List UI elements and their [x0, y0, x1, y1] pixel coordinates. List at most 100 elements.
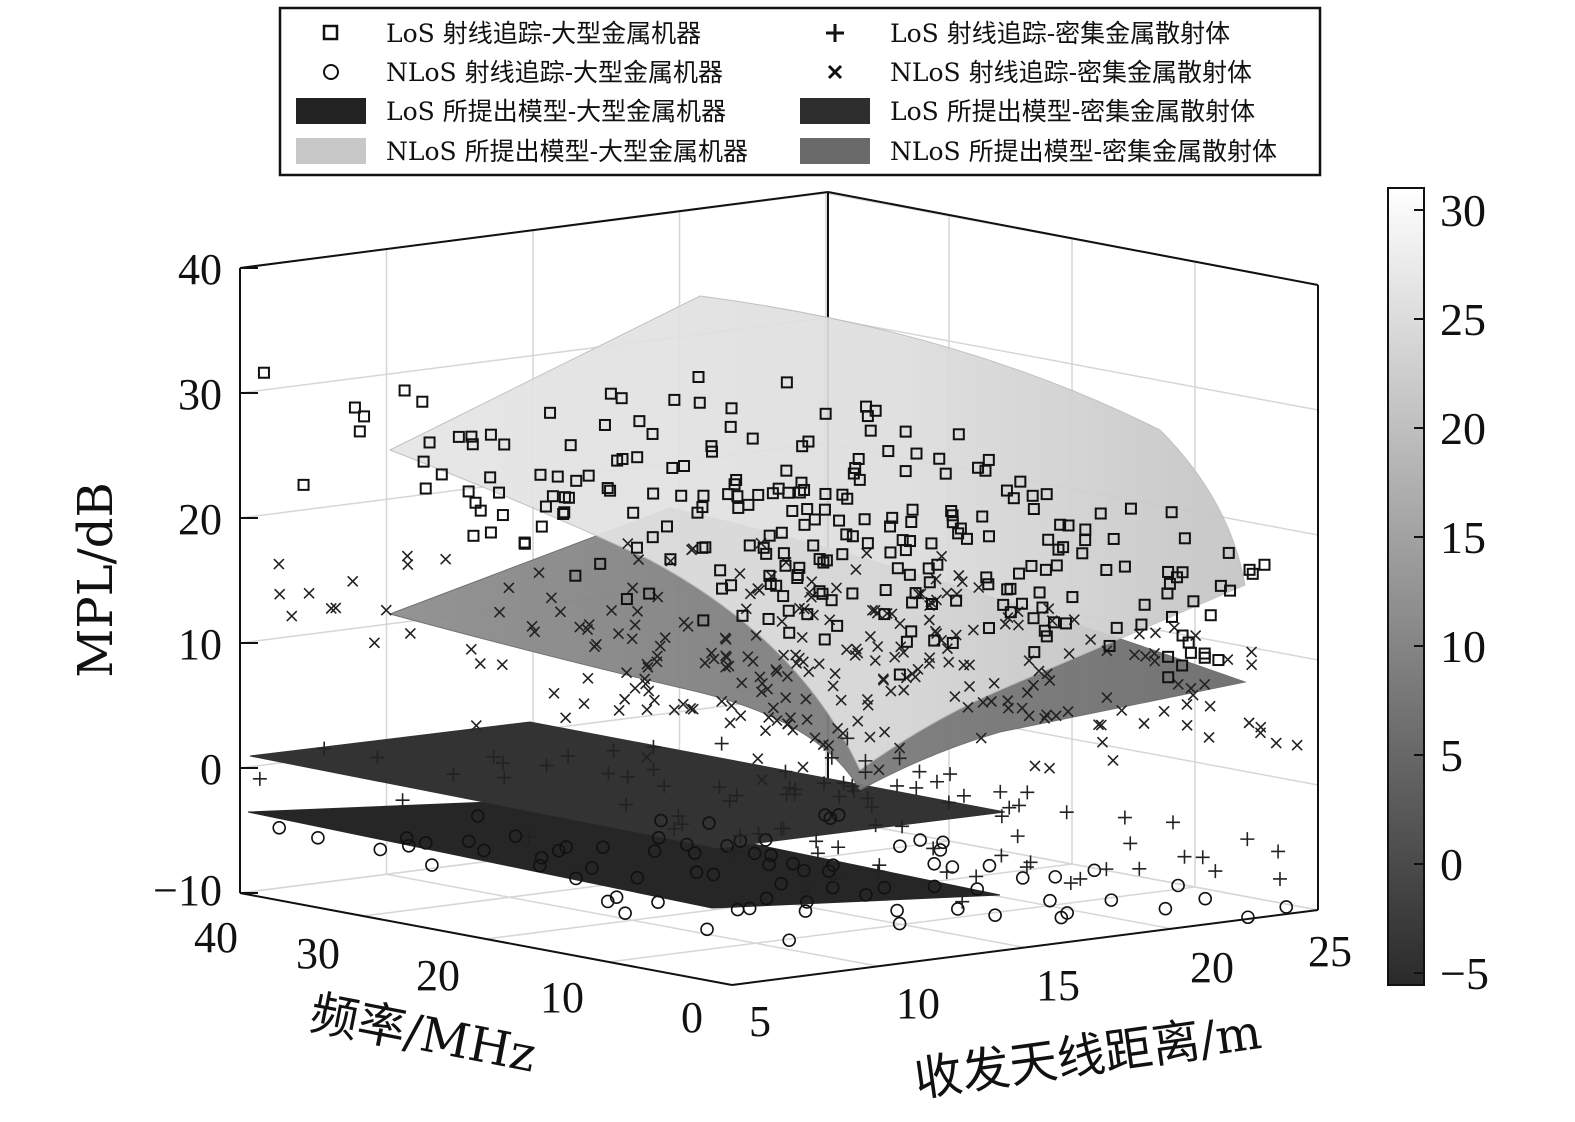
data-point-plus [1059, 805, 1074, 820]
data-point-square [594, 557, 607, 570]
data-point-cross [474, 657, 486, 670]
data-point-cross [402, 558, 414, 571]
data-point-cross [1128, 649, 1141, 661]
data-point-circle [418, 836, 433, 850]
data-point-cross [1181, 719, 1193, 731]
data-point-cross [869, 654, 881, 667]
data-point-square [976, 510, 989, 523]
data-point-square [484, 428, 497, 441]
data-point-cross [648, 694, 660, 706]
data-point-plus [929, 774, 944, 789]
data-point-cross [1101, 691, 1113, 704]
data-point-square [783, 626, 796, 639]
data-point-cross [1041, 709, 1053, 721]
freq-tick-label: 10 [540, 973, 584, 1022]
data-point-square [697, 614, 710, 627]
data-point-cross [641, 658, 653, 670]
data-point-cross [988, 677, 1000, 689]
data-point-square [946, 636, 959, 649]
data-point-plus [1165, 815, 1180, 830]
data-point-square [1027, 612, 1040, 625]
data-point-cross [803, 666, 815, 678]
data-point-cross [687, 703, 699, 715]
data-point-plus [1123, 836, 1138, 851]
data-point-plus [495, 755, 510, 770]
data-point-cross [380, 604, 392, 616]
data-point-square [763, 529, 776, 542]
data-point-plus [817, 776, 832, 791]
data-point-circle [859, 888, 873, 902]
data-point-cross [1085, 633, 1097, 646]
data-point-circle [559, 840, 573, 854]
data-point-square [724, 420, 737, 433]
legend-marker-circle [323, 64, 339, 80]
data-point-square [668, 393, 681, 406]
data-point-circle [800, 895, 814, 909]
data-point-square [1165, 506, 1178, 519]
data-point-cross [895, 641, 907, 653]
data-point-square [1036, 601, 1049, 614]
data-point-cross [605, 604, 618, 616]
data-point-square [960, 532, 973, 545]
data-point-plus [912, 764, 927, 779]
surface-los-large-metal [247, 799, 1001, 909]
data-point-cross [470, 720, 482, 732]
data-point-cross [440, 553, 452, 565]
data-point-square [925, 537, 938, 550]
data-point-square [879, 584, 892, 597]
data-point-cross [841, 644, 853, 656]
data-point-square [825, 594, 838, 607]
data-point-square [643, 587, 656, 600]
data-point-plus [774, 821, 789, 836]
data-point-cross [985, 695, 997, 708]
data-point-cross [496, 659, 508, 671]
data-point-square [760, 547, 773, 560]
data-point-square [746, 432, 759, 445]
data-point-cross [1246, 646, 1258, 658]
data-point-cross [590, 638, 602, 650]
data-point-cross [708, 653, 720, 665]
data-point-square [1013, 567, 1026, 580]
data-point-cross [545, 592, 557, 604]
data-point-cross [897, 646, 910, 658]
data-point-cross [736, 677, 748, 689]
data-point-square [928, 634, 941, 647]
data-point-square [980, 571, 993, 584]
data-point-cross [864, 630, 876, 642]
data-point-square [1040, 488, 1053, 501]
data-point-cross [1062, 705, 1074, 718]
data-point-circle [762, 857, 776, 872]
data-point-cross [827, 680, 839, 692]
data-point-cross [791, 657, 803, 669]
data-point-plus [1271, 844, 1286, 859]
data-point-cross [850, 563, 862, 576]
distance-tick-label: 25 [1308, 927, 1352, 976]
data-point-cross [465, 643, 477, 655]
data-point-plus [486, 749, 501, 764]
data-point-cross [1148, 647, 1161, 659]
data-point-circle [569, 871, 583, 886]
z-tick-label: 10 [178, 620, 222, 669]
data-point-circle [892, 916, 907, 931]
data-point-cross [872, 640, 884, 653]
data-point-square [813, 585, 826, 598]
data-point-cross [526, 620, 538, 632]
data-point-plus [727, 844, 742, 859]
data-point-cross [643, 685, 655, 697]
data-point-square [697, 489, 710, 502]
data-point-circle [1241, 910, 1255, 925]
data-point-square [1212, 654, 1225, 667]
data-point-circle [913, 833, 927, 847]
data-point-circle [1171, 878, 1185, 893]
data-point-cross [744, 588, 756, 600]
data-point-square [353, 425, 366, 438]
data-point-cross [582, 672, 594, 684]
data-point-circle [825, 880, 840, 895]
data-point-square [807, 539, 820, 552]
data-point-square [539, 500, 552, 513]
data-point-circle [551, 843, 566, 858]
data-point-cross [1187, 689, 1199, 701]
data-point-cross [756, 774, 768, 786]
data-point-plus [606, 743, 621, 758]
data-point-circle [720, 838, 734, 853]
